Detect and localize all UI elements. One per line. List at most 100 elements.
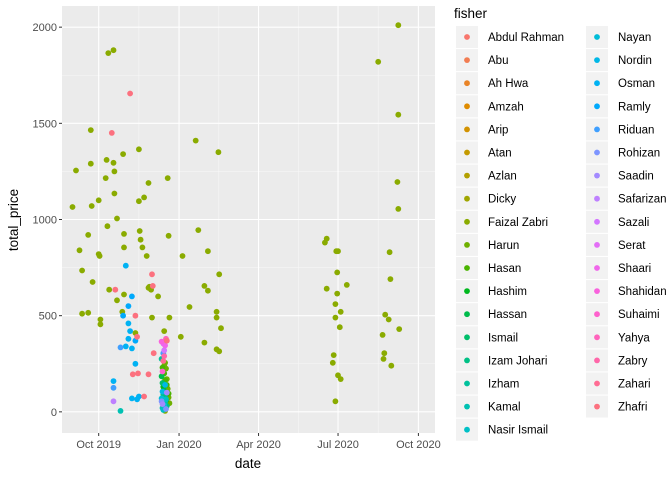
legend-label-nayan: Nayan: [618, 32, 651, 44]
data-point-osman: [132, 360, 139, 367]
legend-swatch-shaari: [594, 265, 600, 271]
data-point-osman: [136, 393, 142, 400]
legend-label-abu: Abu: [488, 55, 508, 67]
data-point-zhafri: [112, 286, 119, 293]
data-point-faizal-zabri: [79, 310, 85, 317]
data-point-faizal-zabri: [337, 308, 344, 315]
legend-swatch-zabry: [594, 357, 600, 364]
data-point-faizal-zabri: [139, 244, 146, 251]
data-point-osman: [125, 335, 132, 342]
data-point-faizal-zabri: [382, 311, 389, 318]
data-point-nordin: [162, 382, 169, 388]
data-point-faizal-zabri: [165, 232, 172, 239]
legend-label-hassan: Hassan: [488, 309, 527, 321]
data-point-osman: [122, 343, 129, 350]
data-point-faizal-zabri: [136, 228, 143, 234]
data-point-faizal-zabri: [329, 359, 336, 366]
data-point-faizal-zabri: [395, 111, 402, 118]
data-point-suhaimi: [159, 368, 166, 375]
x-tick-label: Oct 2019: [76, 439, 121, 451]
data-point-faizal-zabri: [87, 160, 94, 167]
data-point-rohizan: [163, 406, 169, 412]
data-point-faizal-zabri: [120, 151, 126, 158]
x-axis: Oct 2019 Jan 2020 Apr 2020 Jul 2020 Oct 2020: [76, 433, 441, 451]
data-point-faizal-zabri: [104, 223, 111, 230]
legend-swatch-hashim: [464, 288, 470, 294]
data-point-zhafri: [149, 283, 156, 289]
legend-label-harun: Harun: [488, 240, 519, 252]
legend-swatch-hasan: [464, 265, 470, 271]
data-point-faizal-zabri: [381, 350, 388, 357]
legend-label-serat: Serat: [618, 240, 646, 252]
data-point-faizal-zabri: [97, 316, 104, 323]
data-points: [69, 22, 403, 414]
legend-label-arip: Arip: [488, 124, 508, 136]
legend-label-atan: Atan: [488, 148, 512, 160]
legend-label-safarizan: Safarizan: [618, 194, 667, 206]
legend-swatch-sazali: [594, 218, 600, 225]
data-point-zabry: [161, 353, 168, 359]
data-point-faizal-zabri: [110, 47, 117, 54]
y-tick-label: 1500: [33, 118, 57, 130]
data-point-nasir-ismail: [163, 396, 169, 403]
legend-swatch-hassan: [464, 311, 470, 318]
data-point-faizal-zabri: [111, 190, 118, 197]
legend-swatch-kamal: [464, 403, 470, 410]
data-point-faizal-zabri: [330, 352, 337, 358]
data-point-faizal-zabri: [332, 398, 339, 405]
legend-swatch-osman: [594, 80, 600, 87]
data-point-faizal-zabri: [164, 175, 171, 182]
data-point-faizal-zabri: [121, 231, 127, 237]
data-point-zhafri: [135, 370, 141, 377]
data-point-faizal-zabri: [192, 137, 199, 144]
x-axis-title: date: [235, 456, 261, 471]
data-point-riduan: [110, 384, 117, 391]
legend-swatch-ah-hwa: [464, 80, 470, 87]
data-point-zahari: [160, 358, 167, 364]
data-point-saadin: [163, 389, 170, 396]
data-point-faizal-zabri: [114, 297, 120, 304]
data-point-sazali: [161, 347, 168, 354]
data-point-ramly: [125, 303, 132, 309]
y-tick-label: 0: [51, 407, 57, 419]
legend-label-amzah: Amzah: [488, 101, 524, 113]
y-axis: 0 500 1000 1500 2000: [33, 22, 62, 419]
legend-swatch-safarizan: [594, 195, 600, 202]
data-point-faizal-zabri: [89, 279, 96, 285]
data-point-zhafri: [134, 333, 141, 340]
data-point-faizal-zabri: [201, 339, 208, 346]
legend-swatch-saadin: [594, 172, 600, 179]
x-tick-label: Jan 2020: [156, 439, 201, 451]
data-point-faizal-zabri: [136, 146, 142, 153]
data-point-faizal-zabri: [386, 249, 393, 256]
data-point-faizal-zabri: [85, 309, 92, 316]
data-point-zhafri: [163, 337, 170, 344]
legend-label-nordin: Nordin: [618, 55, 652, 67]
data-point-faizal-zabri: [88, 203, 95, 209]
legend-swatch-shahidan: [594, 288, 600, 294]
legend-swatch-nayan: [594, 34, 600, 40]
data-point-faizal-zabri: [380, 356, 387, 362]
major-gridlines: [62, 6, 435, 433]
legend-swatch-azlan: [464, 172, 470, 179]
data-point-shahidan: [158, 338, 165, 345]
data-point-faizal-zabri: [186, 304, 193, 310]
data-point-faizal-zabri: [76, 247, 83, 254]
data-point-faizal-zabri: [121, 291, 127, 298]
legend-label-rohizan: Rohizan: [618, 148, 660, 160]
data-point-ramly: [129, 293, 135, 300]
legend-label-riduan: Riduan: [618, 124, 654, 136]
data-point-faizal-zabri: [395, 22, 402, 29]
legend-swatch-riduan: [594, 126, 600, 133]
data-point-faizal-zabri: [379, 332, 386, 338]
data-point-osman: [129, 345, 135, 352]
data-point-faizal-zabri: [85, 232, 92, 238]
data-point-zhafri: [129, 371, 136, 378]
data-point-faizal-zabri: [145, 180, 152, 186]
data-point-faizal-zabri: [388, 362, 395, 369]
legend-label-ismail: Ismail: [488, 332, 518, 344]
legend-swatch-suhaimi: [594, 311, 600, 318]
legend-swatch-rohizan: [594, 149, 600, 156]
legend-swatch-abdul-rahman: [464, 34, 470, 40]
